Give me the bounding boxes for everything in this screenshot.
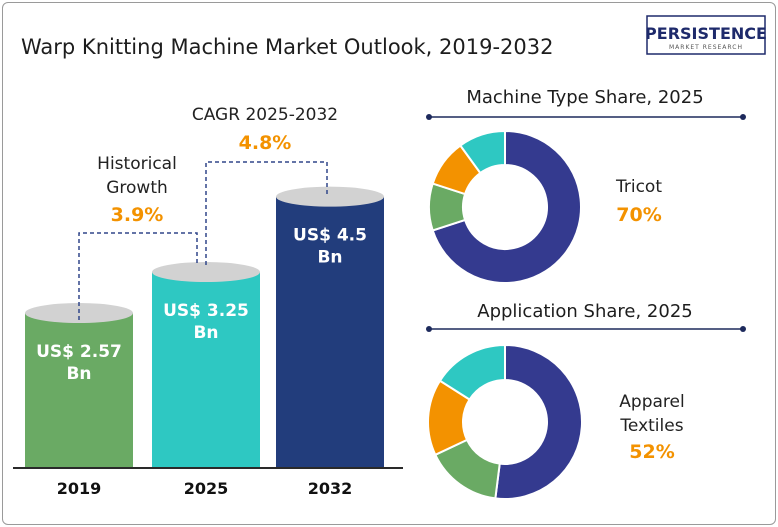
bar-2025 (152, 272, 260, 468)
bar-value-2019: US$ 2.57 (36, 342, 122, 362)
logo-name: PERSISTENCE (645, 24, 767, 43)
bar-top-2025 (152, 262, 260, 283)
page-title: Warp Knitting Machine Market Outlook, 20… (21, 35, 554, 59)
machine-type-divider (426, 114, 746, 120)
x-tick-2025: 2025 (184, 479, 229, 498)
bar-top-2019 (25, 303, 133, 324)
application-title: Application Share, 2025 (477, 301, 693, 322)
machine-type-slice-0 (431, 129, 582, 284)
application-slice-3 (438, 343, 506, 401)
cagr-label: CAGR 2025-2032 (192, 105, 338, 125)
bar-value-2025: US$ 3.25 (163, 301, 249, 321)
application-donut (427, 343, 583, 500)
bar-value-unit-2025: Bn (193, 323, 218, 343)
machine-type-slice-3 (458, 129, 506, 175)
bar-2019 (25, 313, 133, 468)
historical-growth-label-line1: Historical (97, 154, 177, 174)
tricot-value: 70% (616, 204, 661, 226)
x-tick-2019: 2019 (57, 479, 102, 498)
machine-type-donut (428, 129, 582, 284)
application-slice-0 (494, 343, 583, 500)
logo: PERSISTENCE MARKET RESEARCH (645, 15, 767, 55)
tricot-label: Tricot (615, 177, 662, 197)
apparel-textiles-label-line1: Apparel (619, 392, 684, 412)
chart-canvas: Warp Knitting Machine Market Outlook, 20… (13, 15, 767, 500)
bar-value-unit-2019: Bn (66, 364, 91, 384)
apparel-textiles-value: 52% (629, 441, 674, 463)
x-tick-2032: 2032 (308, 479, 353, 498)
bar-2032 (276, 196, 384, 468)
historical-growth-label-line2: Growth (106, 178, 168, 198)
logo-tagline: MARKET RESEARCH (669, 44, 743, 51)
historical-growth-value: 3.9% (111, 204, 164, 226)
machine-type-title: Machine Type Share, 2025 (466, 87, 703, 108)
historical-growth-connector (78, 232, 198, 320)
bar-value-unit-2032: Bn (317, 248, 342, 268)
apparel-textiles-label-line2: Textiles (619, 416, 683, 436)
cagr-value: 4.8% (239, 132, 292, 154)
bar-value-2032: US$ 4.5 (293, 226, 367, 246)
cagr-connector (205, 161, 328, 265)
bar-top-2032 (276, 186, 384, 207)
application-divider (426, 326, 746, 332)
